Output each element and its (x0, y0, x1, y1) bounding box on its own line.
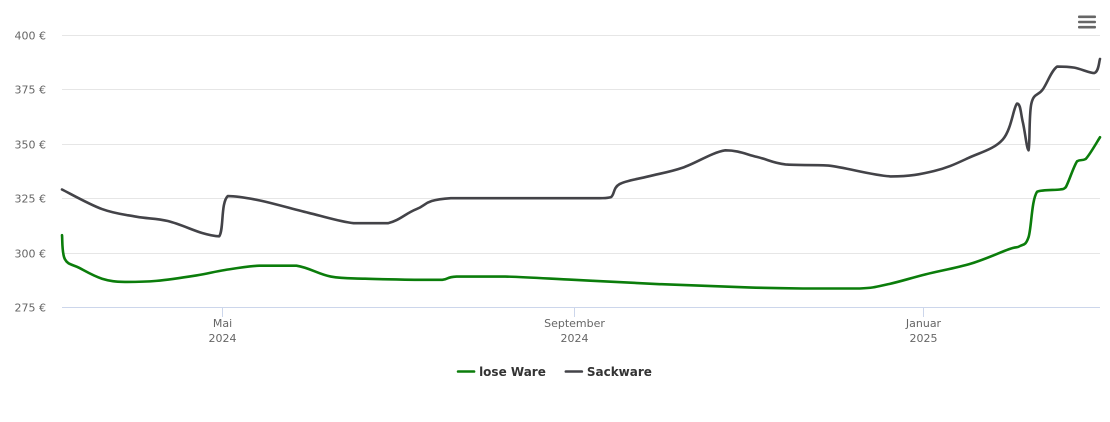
x-tick-year: 2025 (910, 332, 938, 345)
x-tick-year: 2024 (561, 332, 589, 345)
legend-item-0[interactable]: lose Ware (456, 365, 546, 379)
y-axis: 275 € 300 € 325 € 350 € 375 € 400 € (15, 30, 47, 315)
x-tick-year: 2024 (209, 332, 237, 345)
legend: lose Ware Sackware (456, 365, 652, 379)
hamburger-menu-icon (1078, 15, 1096, 29)
x-tick-label: Mai (213, 317, 232, 330)
y-tick-label: 325 € (15, 193, 47, 206)
grid-lines (62, 35, 1100, 254)
legend-label: Sackware (587, 365, 652, 379)
x-tick-label: Januar (905, 317, 942, 330)
legend-label: lose Ware (479, 365, 546, 379)
legend-item-1[interactable]: Sackware (564, 365, 652, 379)
series-line-1[interactable] (60, 57, 1102, 238)
series-line-0[interactable] (60, 135, 1102, 290)
x-tick-label: September (544, 317, 605, 330)
y-tick-label: 275 € (15, 302, 47, 315)
x-axis: Mai 2024 September 2024 Januar 2025 (209, 307, 942, 345)
series-layer (60, 57, 1102, 290)
y-tick-label: 350 € (15, 139, 47, 152)
y-tick-label: 400 € (15, 30, 47, 43)
chart-menu-button[interactable] (1074, 10, 1100, 32)
y-tick-label: 300 € (15, 248, 47, 261)
y-tick-label: 375 € (15, 84, 47, 97)
